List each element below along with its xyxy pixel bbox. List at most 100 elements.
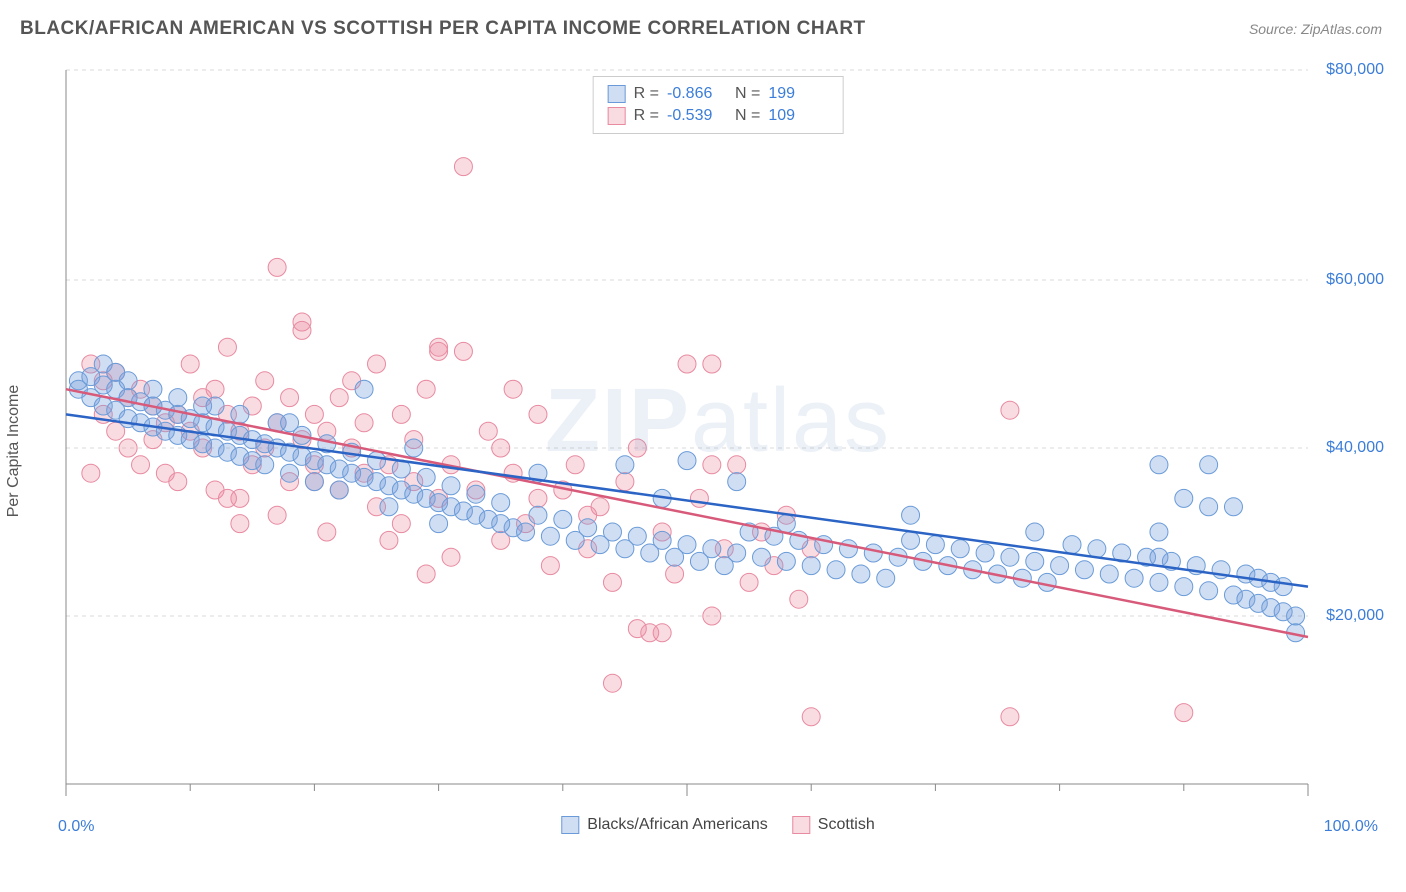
scatter-point (392, 405, 410, 423)
scatter-point (616, 456, 634, 474)
scatter-point (827, 561, 845, 579)
legend-swatch (608, 85, 626, 103)
scatter-point (119, 372, 137, 390)
scatter-point (380, 498, 398, 516)
scatter-point (1150, 523, 1168, 541)
y-tick-label: $60,000 (1326, 271, 1384, 289)
stat-row: R =-0.539N =109 (608, 105, 829, 127)
scatter-point (368, 355, 386, 373)
scatter-point (740, 573, 758, 591)
scatter-point (1150, 573, 1168, 591)
scatter-point (281, 464, 299, 482)
scatter-point (877, 569, 895, 587)
scatter-point (1125, 569, 1143, 587)
x-axis-min-label: 0.0% (58, 818, 94, 836)
scatter-point (181, 355, 199, 373)
scatter-point (218, 338, 236, 356)
scatter-point (330, 389, 348, 407)
scatter-point (678, 355, 696, 373)
scatter-point (951, 540, 969, 558)
scatter-point (268, 506, 286, 524)
scatter-point (728, 473, 746, 491)
scatter-point (1001, 708, 1019, 726)
scatter-point (541, 527, 559, 545)
y-tick-label: $80,000 (1326, 61, 1384, 79)
scatter-point (753, 548, 771, 566)
stat-r-label: R = (634, 107, 659, 125)
scatter-point (318, 523, 336, 541)
scatter-point (231, 405, 249, 423)
scatter-point (554, 510, 572, 528)
scatter-point (517, 523, 535, 541)
scatter-point (454, 342, 472, 360)
stat-n-label: N = (735, 85, 760, 103)
scatter-point (678, 452, 696, 470)
scatter-point (703, 540, 721, 558)
scatter-point (1038, 573, 1056, 591)
stat-r-label: R = (634, 85, 659, 103)
stat-r-value: -0.539 (667, 107, 727, 125)
scatter-point (368, 452, 386, 470)
scatter-point (492, 494, 510, 512)
scatter-point (1200, 456, 1218, 474)
scatter-point (777, 515, 795, 533)
scatter-point (392, 515, 410, 533)
scatter-point (616, 473, 634, 491)
scatter-point (1026, 523, 1044, 541)
scatter-point (864, 544, 882, 562)
scatter-point (1274, 578, 1292, 596)
scatter-point (1150, 548, 1168, 566)
x-axis-max-label: 100.0% (1324, 818, 1378, 836)
scatter-point (206, 397, 224, 415)
scatter-point (1075, 561, 1093, 579)
scatter-point (1051, 557, 1069, 575)
scatter-point (169, 473, 187, 491)
scatter-point (492, 439, 510, 457)
scatter-point (1100, 565, 1118, 583)
chart-container: Per Capita Income ZIPatlas R =-0.866N =1… (20, 56, 1390, 846)
scatter-point (256, 456, 274, 474)
scatter-point (479, 422, 497, 440)
scatter-point (902, 506, 920, 524)
scatter-point (703, 456, 721, 474)
scatter-point (218, 489, 236, 507)
scatter-point (690, 489, 708, 507)
scatter-plot-svg (58, 62, 1378, 802)
scatter-point (728, 544, 746, 562)
scatter-point (1224, 498, 1242, 516)
scatter-point (703, 355, 721, 373)
plot-area: ZIPatlas R =-0.866N =199R =-0.539N =109 … (58, 62, 1378, 802)
scatter-point (839, 540, 857, 558)
y-axis-label: Per Capita Income (5, 385, 23, 518)
legend-swatch (561, 816, 579, 834)
scatter-point (628, 439, 646, 457)
scatter-point (454, 158, 472, 176)
source-attribution: Source: ZipAtlas.com (1249, 21, 1382, 37)
scatter-point (442, 548, 460, 566)
correlation-stats-box: R =-0.866N =199R =-0.539N =109 (593, 76, 844, 134)
trend-line (66, 389, 1308, 637)
scatter-point (330, 481, 348, 499)
scatter-point (802, 708, 820, 726)
legend-swatch (608, 107, 626, 125)
legend-swatch (792, 816, 810, 834)
scatter-point (541, 557, 559, 575)
stat-n-value: 109 (768, 107, 828, 125)
legend-label: Scottish (818, 816, 875, 834)
scatter-point (256, 372, 274, 390)
scatter-point (1200, 498, 1218, 516)
scatter-point (802, 557, 820, 575)
scatter-point (603, 573, 621, 591)
scatter-point (603, 674, 621, 692)
scatter-point (790, 590, 808, 608)
legend: Blacks/African AmericansScottish (561, 814, 874, 836)
scatter-point (268, 258, 286, 276)
scatter-point (430, 338, 448, 356)
scatter-point (1063, 536, 1081, 554)
y-tick-label: $20,000 (1326, 607, 1384, 625)
scatter-point (579, 519, 597, 537)
scatter-point (529, 506, 547, 524)
scatter-point (442, 477, 460, 495)
scatter-point (666, 565, 684, 583)
scatter-point (852, 565, 870, 583)
